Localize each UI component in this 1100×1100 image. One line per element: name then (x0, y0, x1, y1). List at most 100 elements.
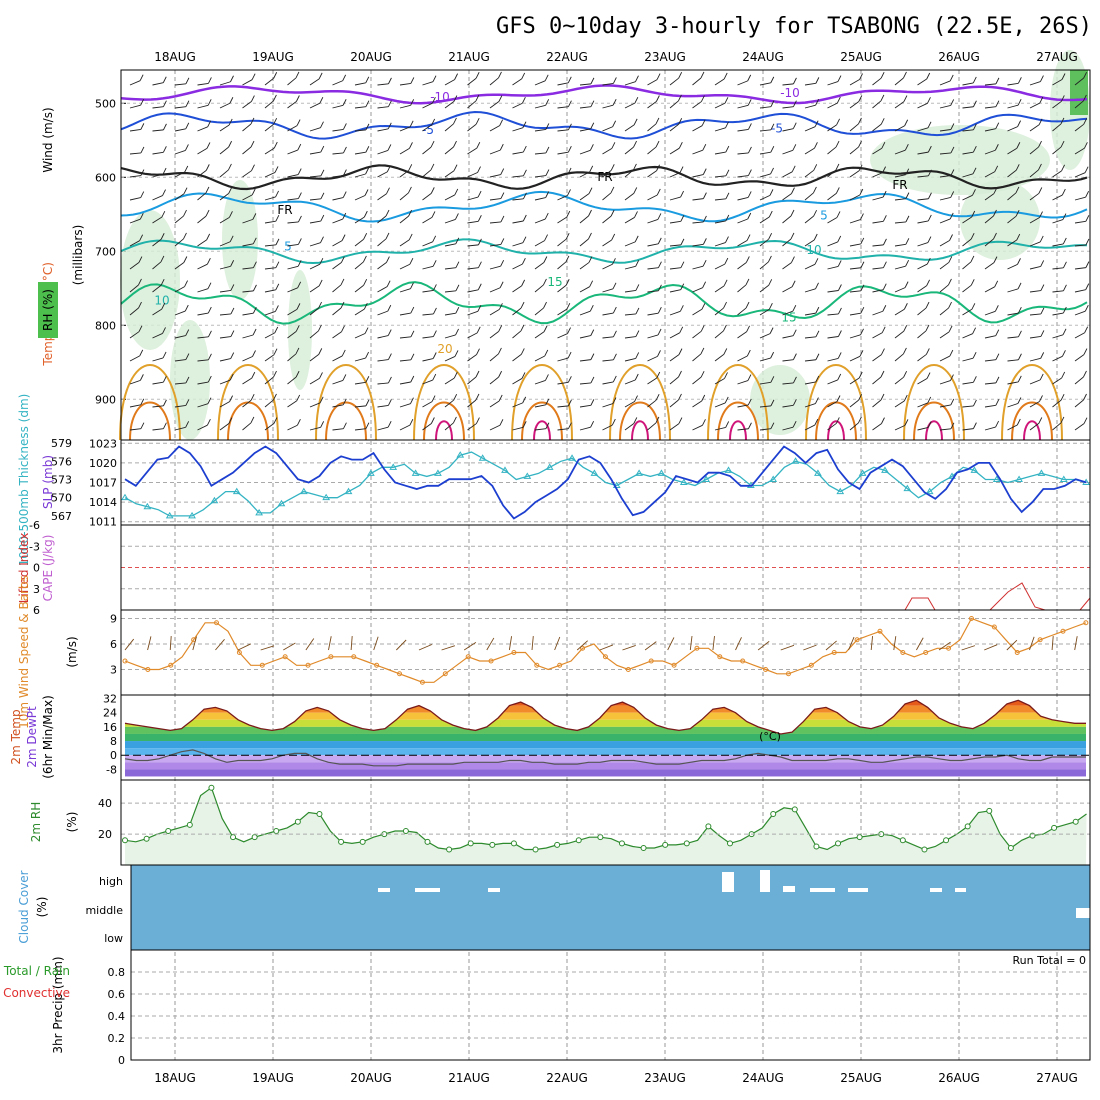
wind-barb-flag (588, 232, 592, 240)
wind-barb (242, 290, 254, 293)
wind-barb (174, 106, 186, 109)
rh-point (640, 845, 647, 851)
wind-barb-flag (408, 186, 412, 194)
thickness-point (679, 478, 688, 485)
wind-barb-flag (725, 421, 730, 428)
wind-barb-flag (700, 325, 705, 332)
wind-barb (1052, 355, 1063, 362)
wind-barb (152, 129, 164, 132)
wind-barb (579, 171, 590, 178)
wind-barb-flag (567, 146, 572, 153)
wind-barb-flag (1062, 306, 1067, 314)
wind-barb (467, 423, 477, 431)
wind-barb (242, 422, 252, 431)
wind-barb (624, 313, 636, 316)
wind-barb (534, 80, 546, 86)
wind-barb (399, 288, 411, 293)
wind-barb-flag (298, 192, 302, 199)
wind-barb-flag (523, 169, 527, 177)
wind-barb (737, 284, 747, 293)
wind-barb-flag (745, 301, 750, 309)
wind-barb-flag (543, 256, 548, 263)
rh-point (1007, 845, 1014, 851)
thickness-point (210, 496, 219, 504)
wind-barb-flag (927, 214, 932, 222)
wind-barb (759, 333, 771, 339)
wind-barb-flag (1060, 416, 1065, 424)
thickness-point (881, 466, 889, 473)
wind-barb (962, 173, 974, 178)
wind-barb (129, 284, 139, 293)
wind-point (419, 679, 425, 685)
wind-barb-flag (612, 306, 617, 314)
wind-barb (174, 238, 184, 247)
wind-barb (804, 424, 816, 431)
wind-barb (714, 378, 725, 385)
rh2m-unit: (%) (65, 812, 79, 833)
wind-barb (1007, 336, 1019, 339)
wind-barb-flag (160, 279, 165, 286)
wind-barb (872, 77, 882, 86)
temp-tick: 0 (110, 749, 117, 762)
wind-barb (737, 152, 749, 155)
wind-barb (692, 308, 703, 316)
wind-tick: 3 (110, 664, 117, 677)
wind-barb-flag (678, 348, 683, 355)
wind-barb-flag (880, 118, 885, 125)
wind-barb-flag (430, 163, 435, 171)
wind-barb (917, 151, 929, 155)
wind-barb (354, 333, 366, 339)
wind-barb (354, 428, 366, 431)
wind-barb-flag (702, 281, 707, 288)
wind-barb-flag (207, 282, 212, 289)
wind-barb (849, 422, 859, 431)
wind-barb-flag (522, 121, 527, 128)
wind-barb-flag (658, 284, 662, 292)
wind-barb-flag (678, 417, 683, 424)
wind-barb (894, 221, 906, 224)
wind-barb (1029, 217, 1040, 224)
wind-barb (1007, 381, 1019, 385)
wind-barb-flag (140, 191, 145, 198)
wind-barb-flag (163, 100, 167, 107)
wind-barb-10m (576, 640, 588, 651)
wind-barb-flag (140, 422, 145, 429)
wind-barb (377, 238, 387, 247)
wind-barb (219, 289, 231, 293)
thickness-point (590, 469, 599, 476)
wind-barb-flag (432, 284, 437, 291)
wind-barb-flag (363, 255, 367, 263)
wind-barb-flag (387, 399, 392, 406)
wind-barb (489, 400, 500, 408)
cloud-gap (1076, 908, 1090, 918)
wind-barb-flag (387, 144, 392, 151)
wind-barb (354, 216, 365, 224)
wind-barb-flag (927, 145, 932, 153)
wind-barb-flag (635, 307, 640, 315)
wind-barb (197, 336, 209, 339)
wind-barb (444, 267, 456, 270)
slp-tick: 1014 (89, 496, 117, 509)
wind-barb (332, 218, 343, 224)
wind-barb (129, 428, 141, 431)
wind-barb-flag (725, 236, 729, 243)
wind-barb-flag (724, 396, 729, 404)
wind-barb-flag (613, 353, 617, 360)
wind-barb (287, 308, 298, 316)
wind-barb (557, 151, 569, 155)
wind-barb (1074, 244, 1086, 247)
wind-barb-flag (408, 164, 413, 171)
wind-point (351, 654, 357, 660)
wind-barb-flag (498, 95, 503, 102)
wind-barb (512, 102, 523, 109)
rh-point (338, 838, 345, 845)
wind-barb (849, 290, 861, 293)
wind-barb-flag (139, 374, 144, 381)
wind-barb (422, 102, 433, 109)
wind-barb (332, 355, 343, 362)
wind-barb-flag (1039, 235, 1044, 243)
wind-barb-flag (925, 324, 930, 332)
wind-barb (1074, 310, 1086, 316)
wind-barb (174, 404, 186, 408)
wind-barb (984, 106, 996, 109)
